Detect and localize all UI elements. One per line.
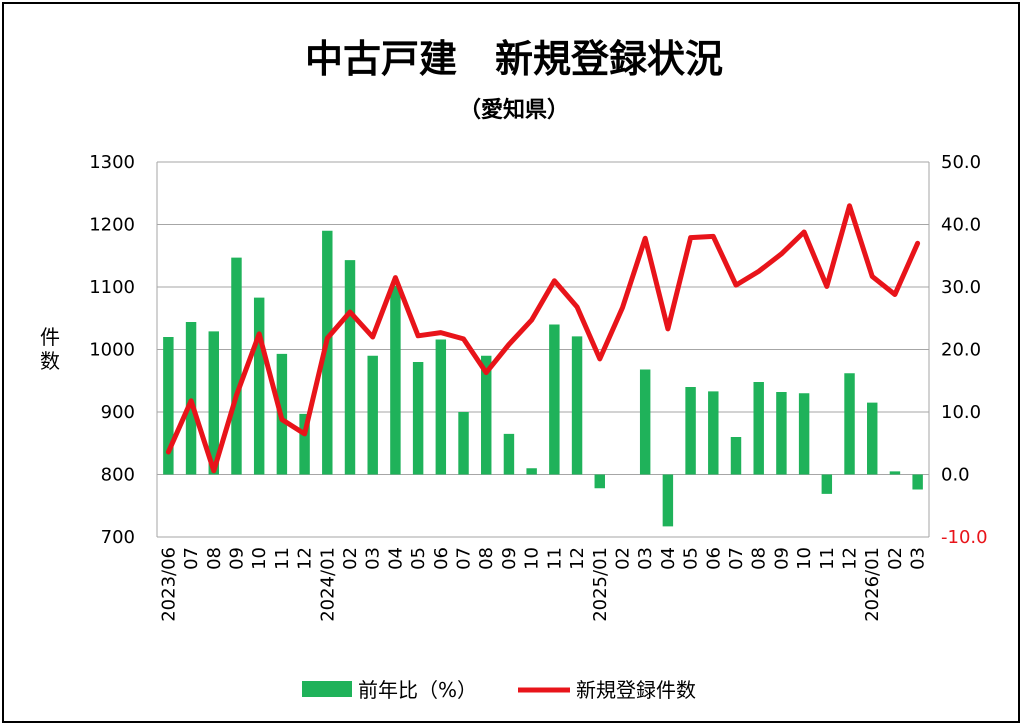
bar [185,322,197,475]
y-left-tick-label: 1300 [89,152,135,173]
x-tick-label: 02 [885,547,906,570]
bar [594,474,605,489]
y-right-tick-label: 40.0 [941,215,981,236]
y-axis-label: 件数 [40,325,60,373]
chart-subtitle: （愛知県） [459,97,569,123]
bar [231,257,242,475]
bar [322,230,333,475]
bar [662,474,674,527]
x-tick-label: 10 [522,547,543,570]
x-tick-label: 08 [476,547,497,570]
line-series [165,203,921,474]
bar [208,331,219,475]
x-tick-label: 02 [340,547,361,570]
y-axis-right: -10.0 0.0 10.0 20.0 30.0 40.0 50.0 [941,152,988,548]
x-tick-label: 03 [635,547,656,570]
bar [798,393,810,475]
x-tick-label: 2024/01 [317,547,338,622]
bar [844,373,855,475]
legend-line-label: 新規登録件数 [576,678,696,702]
bar [821,474,833,494]
x-tick-label: 07 [454,547,475,570]
x-tick-label: 09 [226,547,247,570]
y-right-tick-label: 10.0 [941,402,981,423]
y-left-tick-label: 800 [101,465,135,486]
x-tick-label: 04 [658,547,679,570]
y-left-tick-label: 1100 [89,277,135,298]
bar [435,339,447,475]
chart-title: 中古戸建 新規登録状況 [305,37,723,81]
x-tick-label: 11 [544,547,565,570]
bar [571,336,583,475]
bar [503,433,515,475]
line-path [165,203,921,474]
x-tick-label: 09 [499,547,520,570]
bar [776,392,787,475]
x-tick-label: 05 [681,547,702,570]
legend-bar-label: 前年比（%） [358,678,477,702]
x-tick-label: 10 [794,547,815,570]
legend: 前年比（%） 新規登録件数 [302,678,696,702]
x-tick-label: 12 [567,547,588,570]
y-right-tick-label: 20.0 [941,340,981,361]
bar [412,362,424,475]
bar [481,355,492,475]
bar [889,471,901,475]
x-tick-label: 12 [840,547,861,570]
x-tick-label: 04 [385,547,406,570]
bar-series [163,230,923,527]
x-tick-label: 10 [249,547,270,570]
gridlines [156,161,930,538]
bar [163,337,174,475]
x-tick-label: 03 [363,547,384,570]
y-axis-label-char: 件 [40,325,60,349]
x-tick-label: 2023/06 [158,547,179,622]
x-tick-label: 08 [749,547,770,570]
bar [253,297,265,475]
x-tick-label: 06 [431,547,452,570]
x-tick-label: 12 [295,547,316,570]
x-tick-label: 08 [204,547,225,570]
y-left-tick-label: 1000 [89,340,135,361]
bar [685,387,696,475]
x-tick-label: 02 [612,547,633,570]
y-left-tick-label: 900 [101,402,135,423]
legend-bar-swatch [302,681,352,697]
y-right-tick-label: 30.0 [941,277,981,298]
chart: 中古戸建 新規登録状況 （愛知県） 700 800 900 1000 1100 1200 1… [40,37,988,702]
x-tick-label: 09 [771,547,792,570]
bar [912,474,923,490]
x-tick-label: 11 [272,547,293,570]
bar [639,369,651,475]
y-left-tick-label: 700 [101,527,135,548]
x-tick-label: 03 [908,547,929,570]
bar [753,382,764,475]
y-axis-label-char: 数 [40,349,60,373]
bar [526,468,537,475]
y-right-tick-label: 50.0 [941,152,981,173]
x-tick-label: 07 [181,547,202,570]
bar [549,324,560,475]
x-tick-label: 06 [703,547,724,570]
x-tick-label: 07 [726,547,747,570]
bar [344,260,356,475]
y-right-tick-label: -10.0 [941,527,988,548]
x-tick-label: 2025/01 [590,547,611,622]
x-tick-label: 05 [408,547,429,570]
bar [299,413,310,475]
bar [458,412,469,475]
x-tick-label: 2026/01 [862,547,883,622]
x-axis: 2023/06 07 08 09 10 11 12 2024/01 02 03 04 05 06 07 08… [158,547,928,622]
bar [367,355,378,475]
x-tick-label: 11 [817,547,838,570]
bar [708,391,719,475]
y-axis-left: 700 800 900 1000 1100 1200 1300 [89,152,135,548]
bar [867,402,878,475]
bar [730,437,742,475]
y-right-tick-label: 0.0 [941,465,970,486]
y-left-tick-label: 1200 [89,215,135,236]
bar [390,285,401,475]
